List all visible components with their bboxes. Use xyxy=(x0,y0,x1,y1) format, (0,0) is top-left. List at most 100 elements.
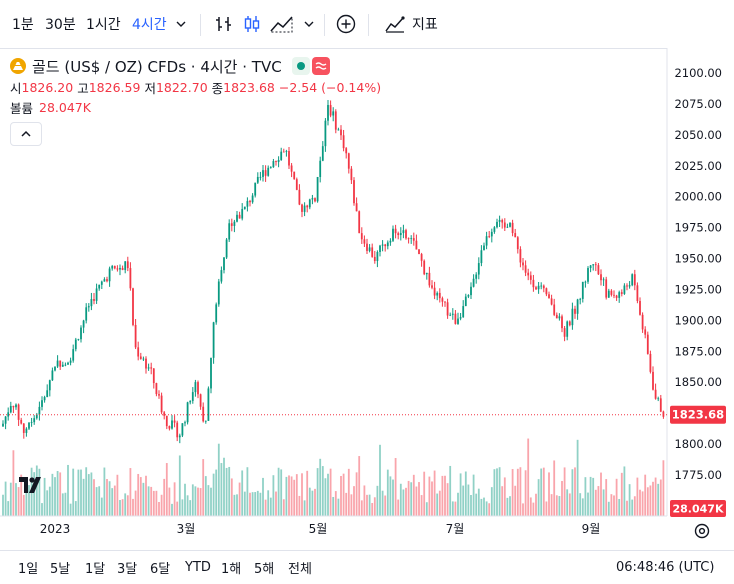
candle-body xyxy=(392,228,394,241)
candle-body xyxy=(566,321,569,337)
time-tick-label: 2023 xyxy=(40,522,71,536)
volume-bar xyxy=(594,489,597,516)
volume-bar xyxy=(548,472,550,516)
volume-bar xyxy=(514,485,517,516)
candle-body xyxy=(373,256,376,261)
volume-bar xyxy=(626,500,628,516)
chart-type-dropdown-button[interactable] xyxy=(304,0,314,48)
candle-body xyxy=(589,265,592,269)
volume-bar xyxy=(644,474,647,516)
volume-bar xyxy=(498,467,501,516)
candle-body xyxy=(51,370,54,381)
volume-bar xyxy=(285,476,288,516)
candle-body xyxy=(444,301,446,303)
volume-bar xyxy=(574,467,576,516)
compare-symbol-button[interactable] xyxy=(336,0,356,48)
interval-dropdown-button[interactable] xyxy=(176,0,186,48)
candle-body xyxy=(475,274,478,279)
bar-chart-type-button[interactable] xyxy=(214,0,234,48)
candle-body xyxy=(652,371,654,390)
area-chart-type-button[interactable] xyxy=(270,0,294,48)
volume-bar xyxy=(275,491,277,516)
utc-clock[interactable]: 06:48:46 (UTC) xyxy=(616,560,715,575)
volume-bar xyxy=(545,501,548,516)
volume-bar xyxy=(654,477,657,516)
range-all-button[interactable]: 전체 xyxy=(288,562,312,577)
last-price-badge[interactable] xyxy=(670,405,726,424)
candle-body xyxy=(246,200,249,207)
candle-body xyxy=(15,404,17,408)
legend-collapse-button[interactable] xyxy=(10,122,42,146)
range-ytd-button[interactable]: YTD xyxy=(185,560,211,575)
candle-body xyxy=(72,349,75,361)
range-1y-button[interactable]: 1해 xyxy=(221,562,242,577)
range-1m-button[interactable]: 1달 xyxy=(85,562,106,577)
volume-bar xyxy=(610,494,613,516)
range-5y-button[interactable]: 5해 xyxy=(254,562,275,577)
price-tick-label: 2000.00 xyxy=(674,190,722,204)
toolbar-divider xyxy=(368,14,369,36)
interval-4h-button[interactable]: 4시간 xyxy=(132,17,167,33)
candle-body xyxy=(184,422,186,424)
range-6m-button[interactable]: 6달 xyxy=(150,562,171,577)
volume-bar xyxy=(462,485,465,516)
chevron-down-icon xyxy=(176,21,186,27)
candle-body xyxy=(355,203,358,212)
candle-body xyxy=(568,321,571,326)
symbol-title[interactable]: 골드 (US$ / OZ) CFDs · 4시간 · TVC xyxy=(32,57,282,76)
volume-bar xyxy=(217,443,220,516)
volume-bar xyxy=(657,483,660,516)
data-delay-badge[interactable] xyxy=(311,57,330,75)
volume-bar xyxy=(329,468,332,516)
range-3m-button[interactable]: 3달 xyxy=(117,562,138,577)
volume-bar xyxy=(129,468,132,516)
candle-body xyxy=(181,423,184,436)
candle-body xyxy=(4,416,7,424)
volume-bar xyxy=(327,473,329,516)
candle-body xyxy=(449,314,452,316)
volume-bar xyxy=(61,493,64,516)
price-chart[interactable]: 2100.00 2075.00 2050.00 2025.00 2000.00 1975.… xyxy=(0,48,734,550)
candle-body xyxy=(555,314,558,319)
settings-gear-icon[interactable] xyxy=(694,523,710,539)
interval-1m-button[interactable]: 1분 xyxy=(12,17,34,33)
volume-bar xyxy=(321,466,324,516)
candle-body xyxy=(288,151,290,166)
candle-body xyxy=(418,249,420,255)
volume-bar xyxy=(142,482,145,516)
interval-1h-button[interactable]: 1시간 xyxy=(86,17,121,33)
chart-area[interactable]: 2100.00 2075.00 2050.00 2025.00 2000.00 1975.… xyxy=(0,48,734,550)
volume-bar xyxy=(360,500,363,516)
volume-bar xyxy=(527,438,530,516)
volume-bar xyxy=(2,494,4,516)
candle-body xyxy=(303,205,306,212)
candle-body xyxy=(386,242,389,247)
range-5d-button[interactable]: 5날 xyxy=(50,562,71,577)
price-tick-label: 2025.00 xyxy=(674,159,722,173)
candle-body xyxy=(462,306,465,318)
candle-body xyxy=(477,263,480,275)
market-status-badge[interactable] xyxy=(291,57,310,75)
candle-body xyxy=(467,295,470,297)
volume-bar xyxy=(93,479,95,516)
volume-bar xyxy=(490,487,493,516)
toolbar-divider xyxy=(324,14,325,36)
range-1d-button[interactable]: 1일 xyxy=(18,562,39,577)
volume-bar xyxy=(555,495,558,516)
candle-body xyxy=(163,412,166,416)
candle-body xyxy=(301,204,303,212)
volume-bar xyxy=(506,497,509,516)
interval-30m-button[interactable]: 30분 xyxy=(45,17,76,33)
candle-chart-type-button[interactable] xyxy=(242,0,262,48)
candle-body xyxy=(548,294,550,299)
candle-body xyxy=(358,211,361,234)
indicators-button[interactable]: 지표 xyxy=(384,0,438,48)
last-volume-badge[interactable] xyxy=(670,500,726,517)
volume-bar xyxy=(511,469,514,516)
candle-body xyxy=(550,298,553,305)
volume-bar xyxy=(181,499,184,516)
candle-body xyxy=(587,268,589,282)
volume-bar xyxy=(173,482,176,516)
candle-body xyxy=(178,435,181,438)
price-axis-panel[interactable] xyxy=(667,48,734,516)
